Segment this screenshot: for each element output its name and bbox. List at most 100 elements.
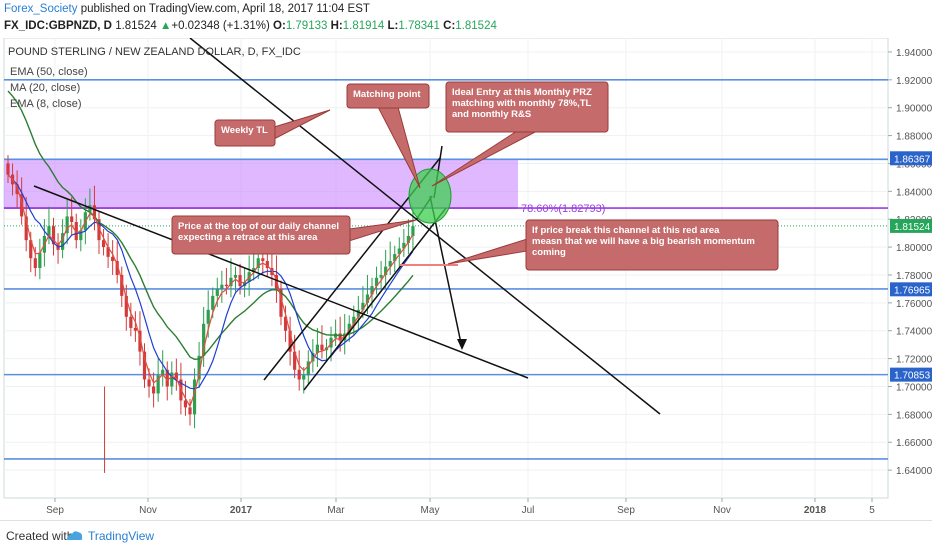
candle-body — [279, 288, 283, 317]
candle-body — [361, 302, 365, 310]
candle-body — [142, 351, 147, 380]
candle-body — [393, 254, 397, 262]
candle-body — [6, 163, 10, 175]
callout-text-line: measn that we will have a big bearish mo… — [532, 236, 755, 247]
candle-body — [192, 379, 197, 415]
candle-body — [29, 240, 33, 259]
candle-body — [65, 216, 69, 234]
callout-text-line: Price at the top of our daily channel — [178, 221, 339, 232]
callout-box — [171, 215, 351, 255]
candle-body — [293, 351, 297, 370]
high-label: H: — [330, 20, 343, 32]
candle-body — [170, 372, 174, 387]
trend-line — [189, 38, 661, 415]
tradingview-link[interactable]: TradingView — [88, 529, 155, 543]
close-value: 1.81524 — [455, 20, 497, 32]
candle-body — [101, 240, 106, 248]
price-badge-label: 1.76965 — [894, 285, 931, 296]
candle-body — [379, 274, 383, 278]
y-tick-label: 1.80000 — [896, 243, 932, 254]
last-price: 1.81524 — [115, 20, 157, 32]
candle-body — [229, 277, 233, 287]
legend-ema50: EMA (50, close) — [10, 66, 88, 78]
candle-body — [174, 372, 178, 380]
up-arrow-icon: ▲ — [159, 20, 172, 32]
y-tick-label: 1.74000 — [896, 327, 932, 338]
price-chart[interactable]: 78.60%(1.82793) Matching point Ideal Entr… — [0, 38, 932, 520]
y-tick-label: 1.68000 — [896, 410, 932, 421]
moving-averages — [7, 90, 414, 408]
callout-box — [214, 119, 276, 147]
callout-3: Weekly TL — [214, 109, 331, 147]
y-tick-label: 1.64000 — [896, 466, 932, 477]
matching-point-circle — [408, 168, 452, 224]
callout-text: Matching point — [353, 89, 421, 100]
price-badge — [890, 218, 932, 233]
callout-text-line: Weekly TL — [221, 125, 268, 136]
fib-label: 78.60%(1.82793) — [521, 203, 605, 215]
price-badge-label: 1.86367 — [894, 154, 931, 165]
candle-body — [61, 233, 65, 250]
candle-body — [256, 258, 260, 268]
candle-body — [311, 353, 315, 362]
low-value: 1.78341 — [398, 20, 440, 32]
candle-body — [315, 344, 319, 354]
callout-text-line: expecting a retrace at this area — [178, 232, 318, 243]
callout-box — [346, 83, 430, 109]
y-tick-label: 1.90000 — [896, 104, 932, 115]
candle-body — [165, 369, 169, 387]
callout-text-line: If price break this channel at this red … — [532, 225, 720, 236]
candle-body — [20, 194, 24, 217]
candle-body — [320, 344, 324, 351]
candle-body — [411, 226, 415, 236]
callout-text: Price at the top of our daily channel exp… — [178, 221, 339, 243]
candle-body — [106, 247, 110, 257]
price-badge — [890, 151, 932, 166]
y-axis: 1.940001.920001.900001.880001.860001.840… — [888, 48, 932, 477]
callout-box — [445, 81, 609, 133]
author-link[interactable]: Forex_Society — [4, 3, 78, 15]
candle-body — [124, 295, 128, 317]
legend-ma20: MA (20, close) — [10, 82, 80, 94]
trend-drawings — [33, 38, 661, 415]
x-tick-label: Nov — [713, 505, 731, 516]
y-tick-label: 1.92000 — [896, 76, 932, 87]
candle-body — [47, 226, 51, 236]
callout-2: Ideal Entry at this Monthly PRZ matching … — [431, 81, 609, 187]
price-change: +0.02348 (+1.31%) — [171, 20, 270, 32]
candle-body — [397, 248, 401, 255]
candle-body — [302, 375, 306, 380]
candle-body — [38, 252, 42, 268]
candle-body — [220, 284, 224, 289]
candle-body — [188, 407, 192, 415]
x-tick-label: Sep — [617, 505, 635, 516]
symbol-label: FX_IDC:GBPNZD, D — [4, 20, 112, 32]
candle-body — [288, 330, 292, 352]
ema-8-line — [7, 174, 414, 408]
arrow-head-icon — [457, 339, 467, 350]
candle-body — [356, 309, 360, 317]
y-tick-label: 1.88000 — [896, 132, 932, 143]
x-tick-label: 2017 — [230, 505, 253, 516]
chart-header: Forex_Society published on TradingView.c… — [0, 0, 932, 38]
y-tick-label: 1.78000 — [896, 271, 932, 282]
publish-line: Forex_Society published on TradingView.c… — [4, 3, 370, 15]
candle-body — [15, 184, 19, 195]
candle-body — [370, 286, 374, 295]
callout-text-line: matching with monthly 78%,TL — [452, 98, 592, 109]
candle-body — [211, 295, 215, 310]
close-label: C: — [443, 20, 456, 32]
ohlc-line: FX_IDC:GBPNZD, D 1.81524 ▲+0.02348 (+1.3… — [4, 20, 497, 32]
x-tick-label: 5 — [869, 505, 875, 516]
candle-body — [88, 205, 92, 213]
callout-text-line: Ideal Entry at this Monthly PRZ — [452, 87, 592, 98]
candle-body — [133, 327, 137, 331]
x-tick-label: Mar — [327, 505, 345, 516]
open-label: O: — [273, 20, 286, 32]
footer: Created with TradingView — [0, 520, 932, 551]
candle-body — [297, 369, 301, 380]
price-badge-label: 1.81524 — [894, 222, 931, 233]
candle-body — [152, 386, 156, 394]
callout-box — [525, 219, 779, 271]
candle-body — [384, 266, 388, 275]
